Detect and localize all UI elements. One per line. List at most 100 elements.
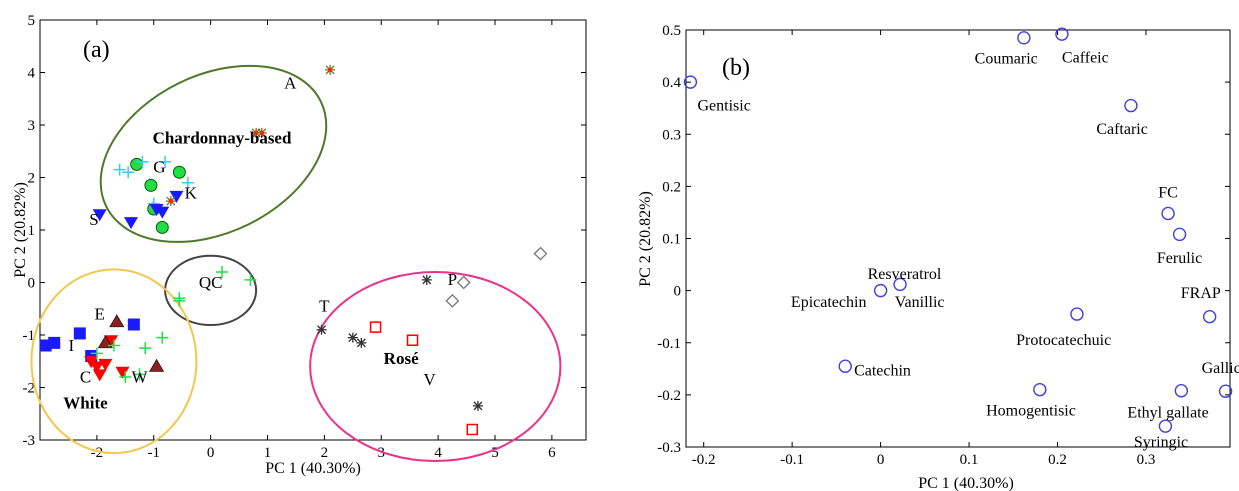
point-star [347, 332, 358, 343]
y-tick-label: 0.2 [662, 179, 681, 195]
point-triangle-down [104, 335, 119, 348]
point-open-circle [873, 283, 888, 298]
point-plus [159, 155, 172, 168]
panel-a: (a) PC 1 (40.30%) PC 2 (20.82%) -2 -1 0 1 2 3… [12, 13, 587, 477]
point-open-circle [1202, 309, 1217, 324]
y-tick-label: 4 [28, 66, 36, 82]
x-tick-label: 6 [548, 445, 556, 461]
point-triangle-down [92, 369, 107, 382]
group-label: Rosé [384, 349, 419, 368]
point-plus [122, 166, 135, 179]
point-open-circle [683, 75, 698, 89]
point-open-square [369, 321, 382, 333]
variable-label: Protocatechuic [1016, 332, 1111, 349]
x-tick-label: 0 [207, 445, 215, 461]
panel-a-xlabel: PC 1 (40.30%) [265, 460, 361, 477]
point-star [356, 337, 367, 348]
variable-label: Catechin [854, 362, 911, 379]
point-open-circle [1174, 384, 1189, 398]
point-plus [181, 176, 194, 189]
group-label: White [63, 394, 108, 413]
point-open-circle [1172, 227, 1187, 242]
point-label: W [132, 367, 149, 386]
y-tick-label: -1 [23, 328, 36, 344]
point-plus [216, 266, 228, 278]
point-open-circle [1158, 419, 1173, 433]
point-open-circle [1161, 206, 1175, 221]
variable-label: Gentisic [697, 98, 750, 115]
point-open-circle [893, 277, 907, 292]
x-tick-label: 5 [491, 445, 499, 461]
point-circle [130, 157, 144, 171]
point-plus [244, 273, 257, 286]
variable-label: Ferulic [1157, 250, 1202, 267]
point-open-diamond [533, 246, 548, 261]
variable-label: FC [1158, 185, 1178, 202]
x-tick-label: 0.1 [960, 452, 979, 468]
point-label: E [95, 304, 105, 323]
point-open-circle [1070, 307, 1084, 321]
y-tick-label: 1 [28, 223, 36, 239]
variable-label: Caffeic [1062, 50, 1109, 67]
point-plus [133, 368, 146, 381]
group-label: Chardonnay-based [153, 128, 292, 147]
x-tick-label: -1 [148, 445, 161, 461]
x-tick-label: 1 [264, 445, 272, 461]
point-star [256, 127, 267, 138]
variable-label: Syringic [1134, 434, 1188, 451]
variable-label: Epicatechin [791, 294, 867, 311]
point-triangle-down [92, 209, 107, 222]
point-open-circle [1124, 98, 1138, 113]
variable-label: Coumaric [975, 51, 1038, 68]
point-open-diamond [456, 275, 471, 290]
point-triangle-down [98, 358, 113, 371]
point-open-square [466, 423, 478, 436]
panel-b: (b) PC 1 (40.30%) PC 2 (20.82%) -0.2 -0.1… [637, 23, 1239, 491]
panel-b-label: (b) [722, 55, 750, 81]
y-tick-label: 2 [28, 171, 36, 187]
y-tick-label: 0.5 [662, 23, 681, 39]
panel-a-label: (a) [83, 37, 110, 63]
y-tick-label: -2 [23, 381, 36, 397]
point-triangle-up [109, 314, 125, 328]
point-open-circle [1218, 384, 1233, 398]
point-label: G [153, 157, 165, 176]
point-star [316, 324, 327, 335]
point-square [73, 327, 86, 340]
point-label: P [448, 270, 457, 289]
point-plus [107, 339, 120, 352]
point-star [472, 400, 483, 411]
point-label: A [284, 73, 297, 92]
point-plus [90, 347, 103, 360]
x-tick-label: 4 [434, 445, 442, 461]
point-plus [136, 155, 149, 168]
point-plus [156, 331, 169, 344]
point-label: V [423, 370, 436, 389]
point-star [421, 274, 432, 285]
point-label: C [80, 367, 91, 386]
point-plus [119, 371, 132, 383]
point-circle [172, 165, 186, 179]
y-tick-label: -0.2 [657, 388, 681, 404]
x-tick-label: 0.3 [1137, 452, 1156, 468]
white-ellipse [30, 268, 198, 455]
x-tick-label: 0 [877, 452, 885, 468]
y-tick-label: 0.3 [662, 127, 681, 143]
y-tick-label: 3 [28, 118, 36, 134]
point-triangle-down [115, 366, 130, 379]
panel-b-ylabel: PC 2 (20.82%) [637, 191, 654, 287]
point-square [127, 318, 140, 331]
point-plus [113, 163, 126, 176]
panel-b-xlabel: PC 1 (40.30%) [918, 475, 1014, 491]
point-open-circle [1055, 27, 1069, 41]
variable-label: Vanillic [895, 294, 945, 311]
point-star [325, 64, 336, 75]
point-plus [173, 294, 186, 307]
point-open-circle [1033, 382, 1047, 397]
rose-ellipse [309, 271, 562, 462]
point-label: QC [199, 273, 223, 292]
y-tick-label: 0.1 [662, 232, 681, 248]
y-tick-label: 0 [28, 276, 36, 292]
chardonnay-ellipse [99, 64, 328, 243]
